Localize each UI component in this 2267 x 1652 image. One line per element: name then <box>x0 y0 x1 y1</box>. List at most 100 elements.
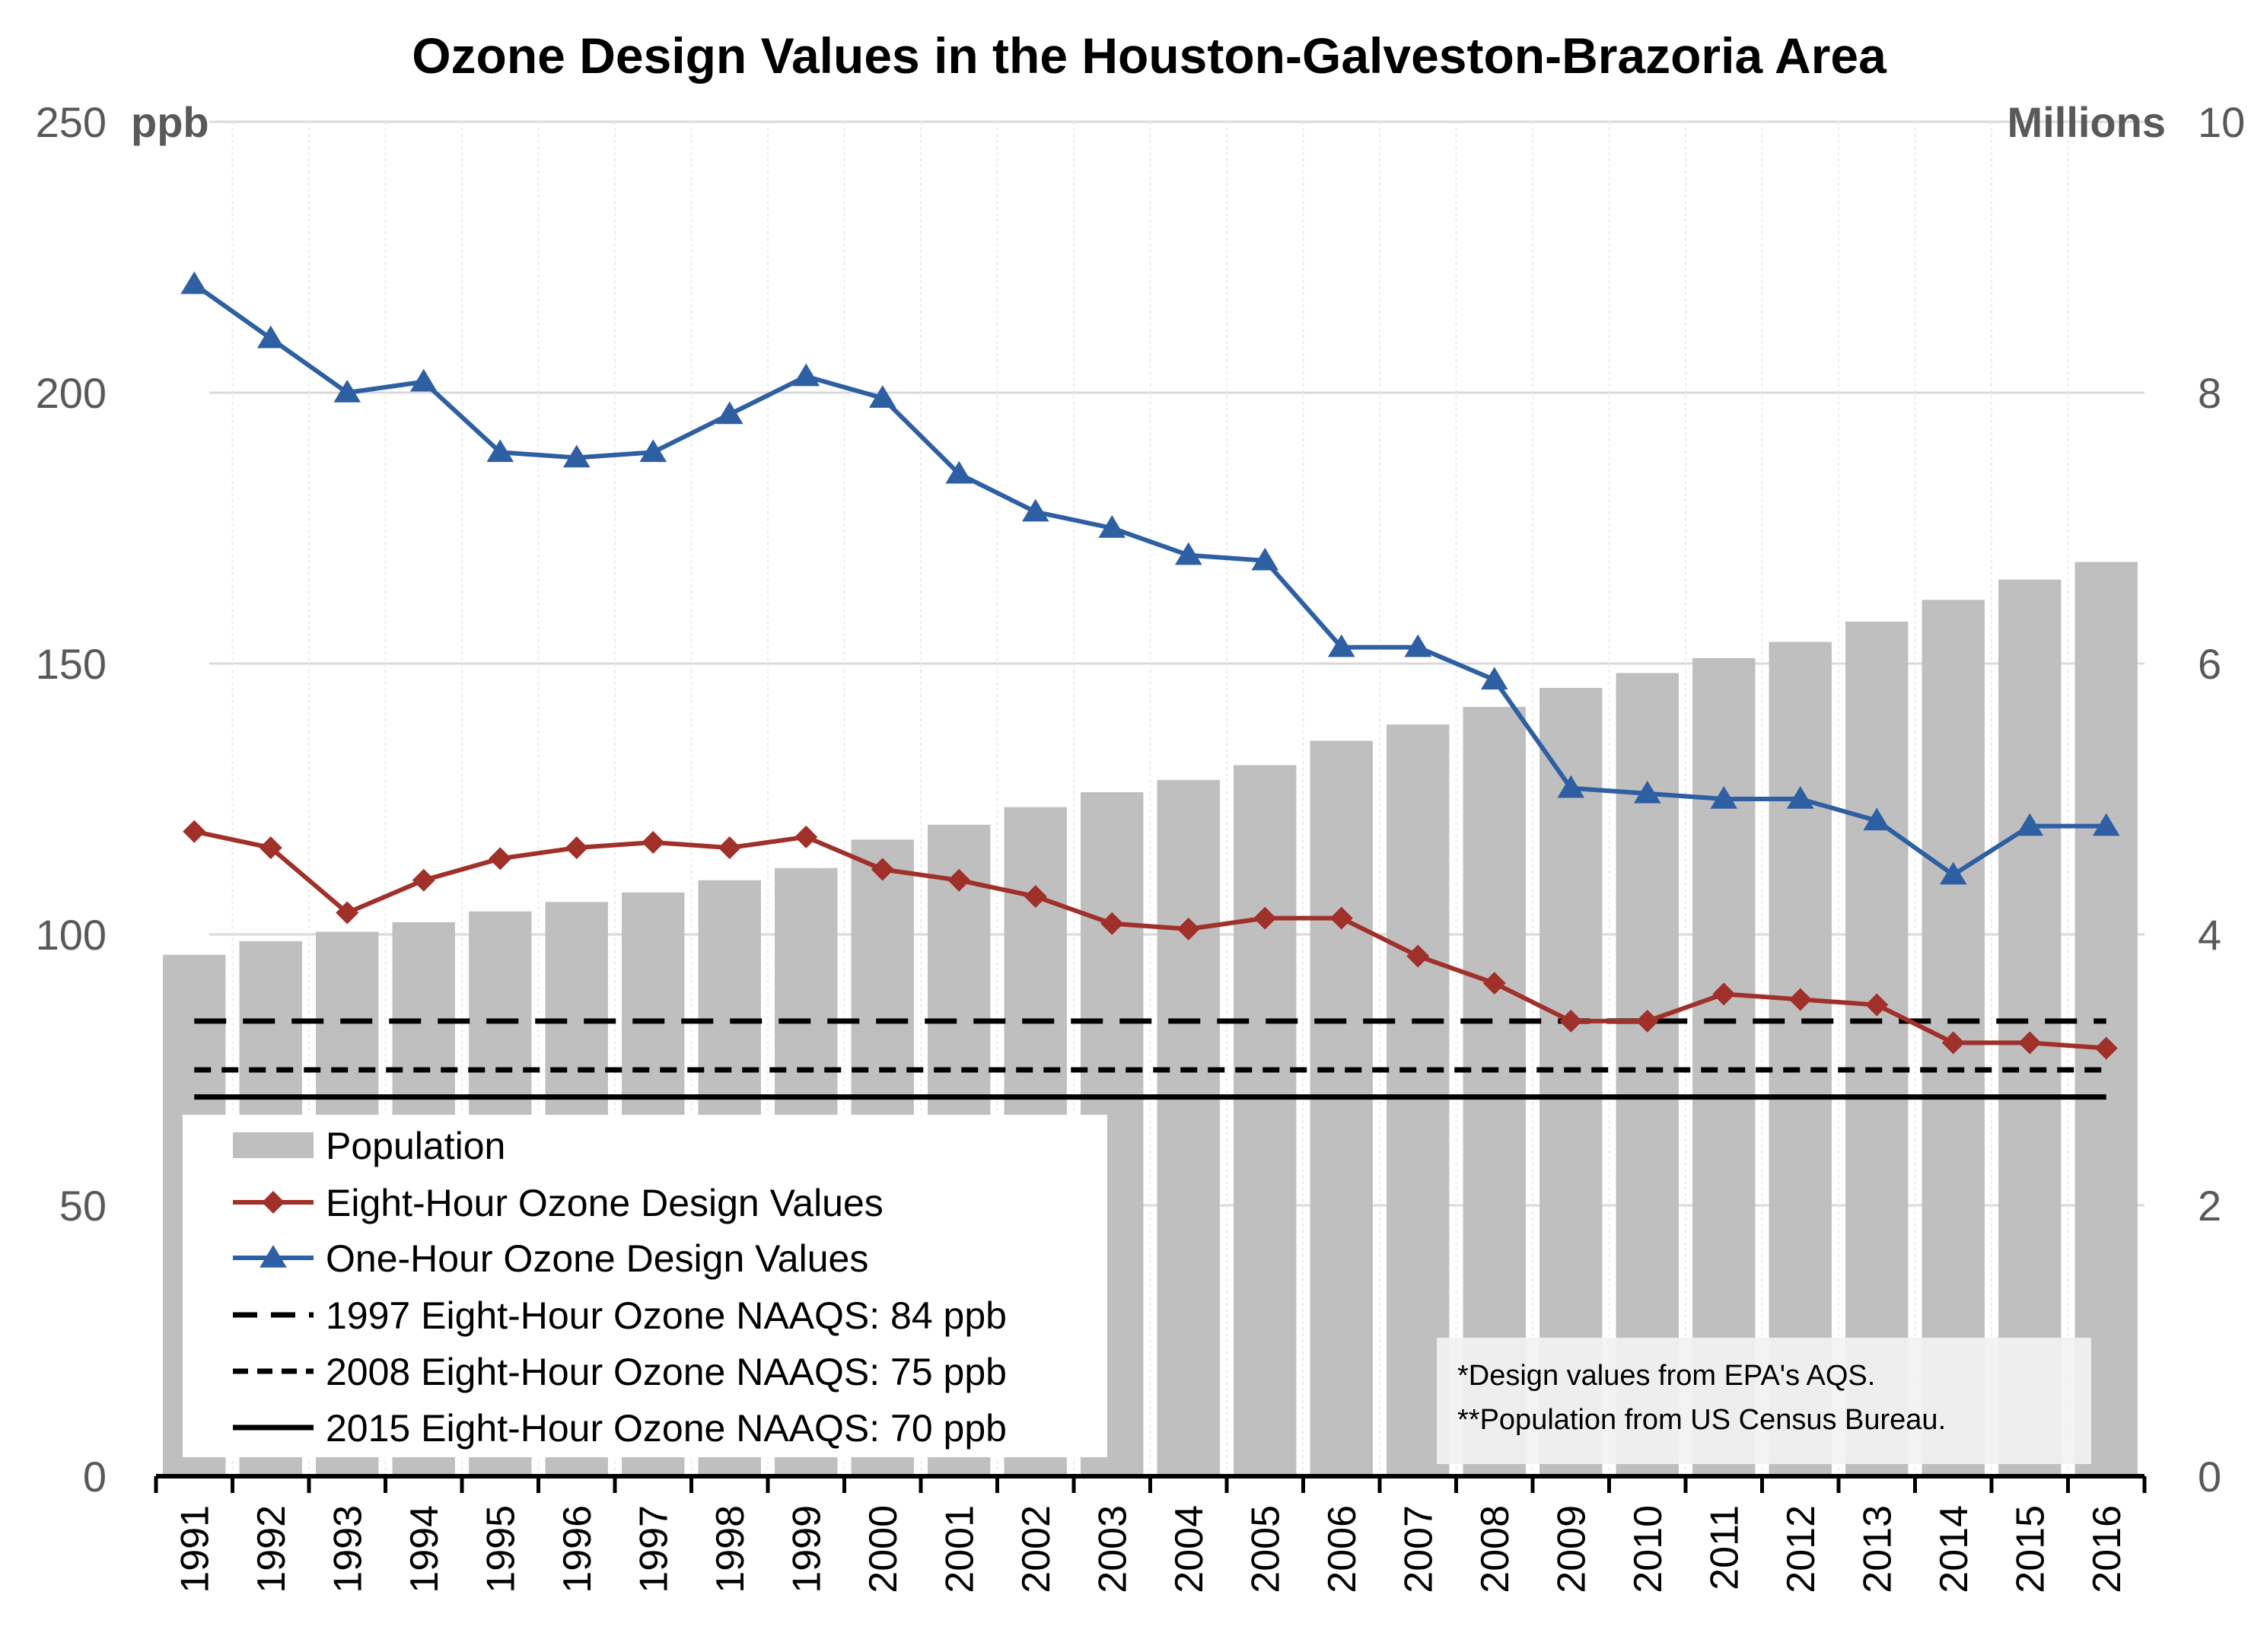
one-hour-point <box>256 325 285 349</box>
eight-hour-point <box>871 858 894 881</box>
legend: Population Eight-Hour Ozone Design Values… <box>183 1115 1107 1457</box>
eight-hour-point <box>1482 972 1506 995</box>
one-hour-point <box>1021 498 1049 522</box>
x-tick-label: 1993 <box>326 1505 370 1593</box>
one-hour-point <box>409 368 438 392</box>
x-tick-label: 2014 <box>1932 1505 1976 1593</box>
legend-label: 1997 Eight-Hour Ozone NAAQS: 84 ppb <box>326 1294 1007 1337</box>
one-hour-point <box>1633 780 1661 804</box>
x-tick-label: 1999 <box>785 1505 829 1593</box>
left-tick-label: 150 <box>36 640 107 688</box>
note-line: *Design values from EPA's AQS. <box>1457 1360 1875 1392</box>
legend-label: Population <box>326 1125 505 1167</box>
one-hour-point <box>2016 813 2044 836</box>
x-tick-label: 2005 <box>1243 1505 1288 1593</box>
x-tick-label: 1995 <box>479 1505 523 1593</box>
one-hour-point <box>180 271 209 294</box>
legend-label: 2008 Eight-Hour Ozone NAAQS: 75 ppb <box>326 1351 1007 1393</box>
population-bar <box>1998 579 2062 1476</box>
eight-hour-point <box>794 825 818 848</box>
left-tick-label: 100 <box>36 911 107 959</box>
left-tick-label: 250 <box>36 98 107 146</box>
eight-hour-point <box>947 868 971 892</box>
x-tick-label: 2004 <box>1167 1505 1212 1593</box>
x-tick-label: 2000 <box>861 1505 906 1593</box>
one-hour-point <box>792 363 820 387</box>
legend-swatch-marker <box>259 1245 287 1268</box>
eight-hour-point <box>1865 993 1889 1017</box>
eight-hour-point <box>183 820 206 843</box>
eight-hour-point <box>1176 917 1200 941</box>
one-hour-point <box>945 460 973 484</box>
x-tick-label: 2015 <box>2008 1505 2052 1593</box>
x-tick-label: 1998 <box>708 1505 753 1593</box>
eight-hour-point <box>1635 1009 1659 1033</box>
one-hour-point <box>1710 786 1738 809</box>
x-tick-label: 2008 <box>1473 1505 1517 1593</box>
right-tick-label: 8 <box>2198 369 2221 417</box>
one-hour-point <box>1480 667 1508 690</box>
one-hour-point <box>333 380 361 403</box>
one-hour-line <box>193 282 2106 877</box>
x-tick-label: 2007 <box>1396 1505 1441 1593</box>
eight-hour-point <box>1406 944 1430 968</box>
one-hour-point <box>1786 786 1814 809</box>
x-tick-label: 2002 <box>1014 1505 1059 1593</box>
population-bar <box>1769 641 1832 1476</box>
right-tick-label: 2 <box>2198 1182 2221 1230</box>
right-tick-label: 10 <box>2198 98 2245 146</box>
one-hour-point <box>1327 634 1355 657</box>
eight-hour-point <box>642 830 665 854</box>
naaqs-lines <box>194 1018 2106 1100</box>
right-tick-label: 6 <box>2198 640 2221 688</box>
one-hour-point <box>1174 542 1202 565</box>
note-box <box>1437 1338 2091 1464</box>
eight-hour-point <box>1100 912 1124 935</box>
legend-swatch-marker <box>262 1191 285 1214</box>
x-tick-label: 2012 <box>1779 1505 1823 1593</box>
x-tick-label: 2003 <box>1091 1505 1135 1593</box>
one-hour-point <box>486 439 514 463</box>
legend-label: Eight-Hour Ozone Design Values <box>326 1182 884 1224</box>
x-tick-label: 2013 <box>1855 1505 1899 1593</box>
one-hour-point <box>1557 775 1585 798</box>
left-tick-label: 200 <box>36 369 107 417</box>
one-hour-point <box>562 444 591 468</box>
one-hour-point <box>639 439 667 463</box>
x-tick-label: 2006 <box>1320 1505 1364 1593</box>
one-hour-point <box>868 385 896 408</box>
one-hour-point <box>1863 807 1891 831</box>
eight-hour-point <box>412 868 435 892</box>
note-line: **Population from US Census Bureau. <box>1457 1404 1946 1436</box>
eight-hour-point <box>1941 1031 1965 1055</box>
eight-hour-point <box>336 901 359 925</box>
legend-box <box>183 1115 1107 1457</box>
eight-hour-point <box>565 836 588 860</box>
x-tick-label: 1996 <box>556 1505 600 1593</box>
chart-title: Ozone Design Values in the Houston-Galve… <box>412 27 1887 84</box>
x-tick-label: 2010 <box>1626 1505 1670 1593</box>
x-tick-label: 2001 <box>938 1505 982 1593</box>
x-tick-label: 2011 <box>1702 1505 1746 1590</box>
eight-hour-point <box>1559 1009 1583 1033</box>
right-tick-label: 0 <box>2198 1453 2221 1501</box>
source-note: *Design values from EPA's AQS. **Populati… <box>1437 1338 2091 1464</box>
population-bar <box>1845 621 1909 1476</box>
one-hour-point <box>1251 547 1279 571</box>
eight-hour-line <box>193 829 2106 1051</box>
one-hour-point <box>1404 634 1432 657</box>
right-axis-unit: Millions <box>2008 98 2166 146</box>
eight-hour-point <box>2018 1031 2042 1055</box>
x-tick-label: 1997 <box>632 1505 676 1593</box>
eight-hour-point <box>489 847 512 871</box>
left-tick-label: 50 <box>59 1182 107 1230</box>
eight-hour-point <box>2094 1036 2118 1060</box>
population-bar <box>1234 765 1297 1476</box>
one-hour-point <box>2092 813 2120 836</box>
one-hour-point <box>1098 515 1126 538</box>
population-bar <box>1310 740 1373 1476</box>
eight-hour-point <box>1253 906 1277 930</box>
ozone-lines <box>180 271 2120 1060</box>
